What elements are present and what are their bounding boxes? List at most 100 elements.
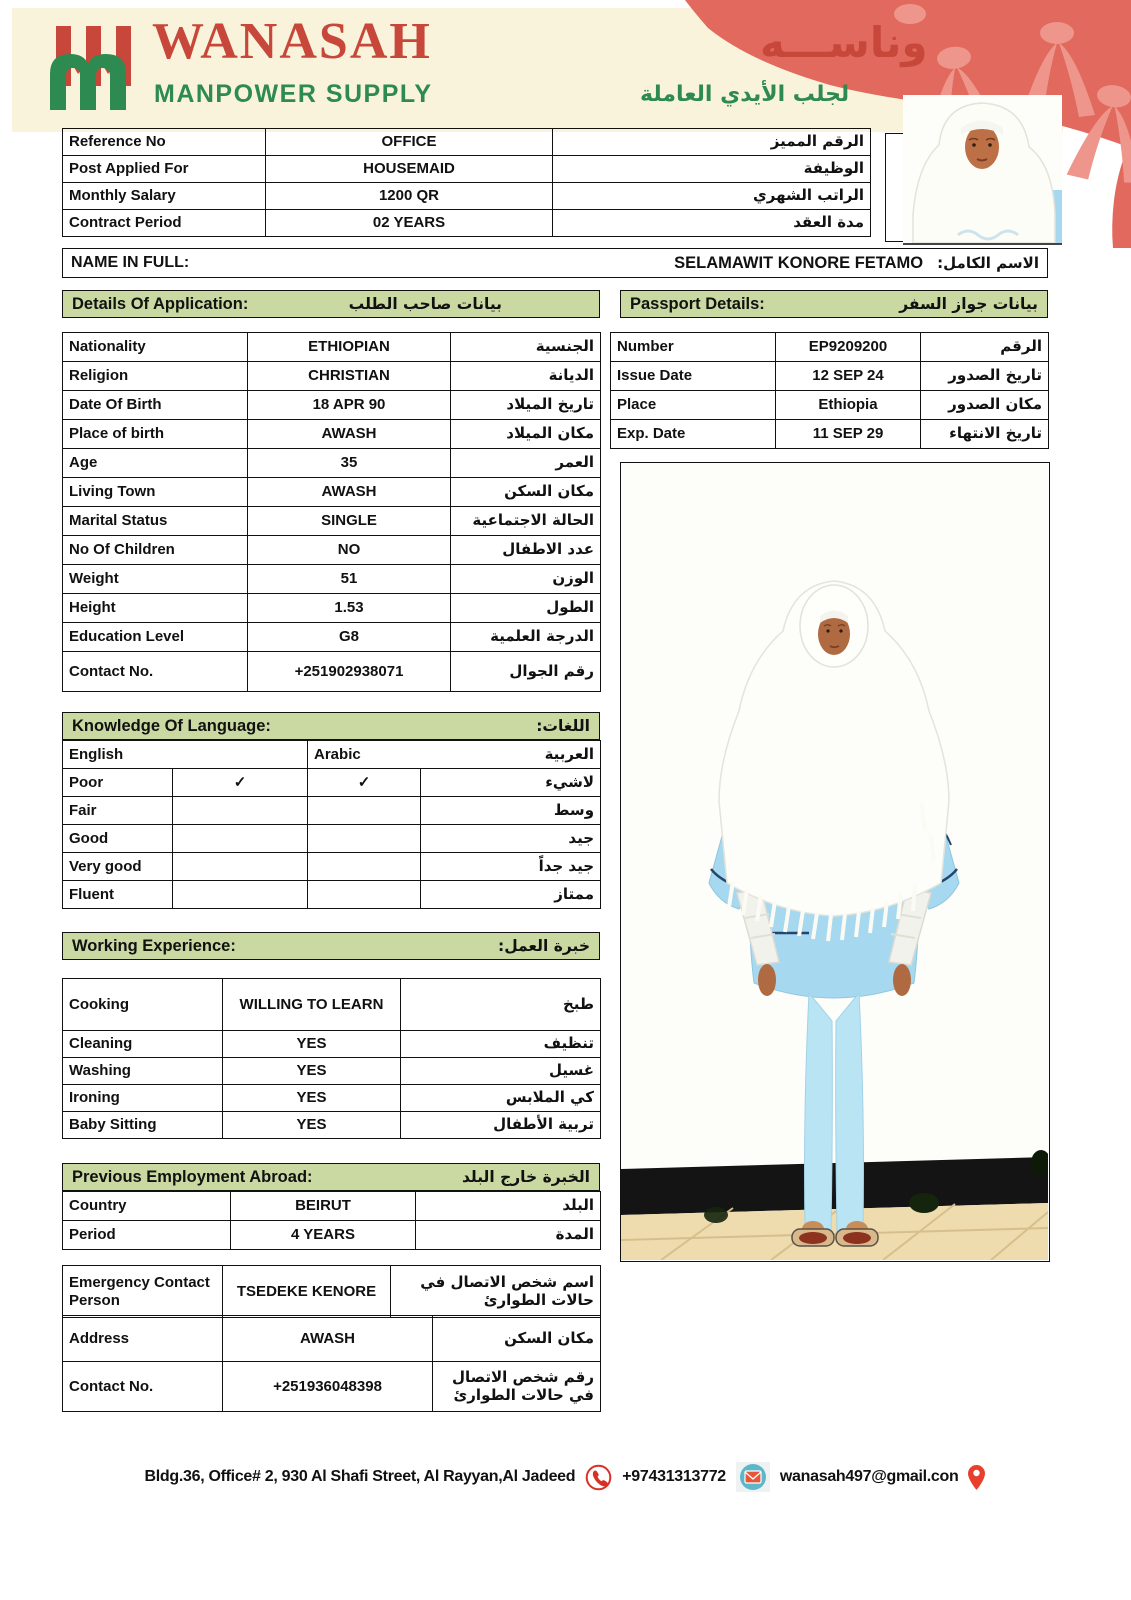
field-label: Issue Date: [610, 361, 776, 391]
field-label-arabic: عدد الاطفال: [450, 535, 601, 565]
arabic-checkmark: [307, 852, 422, 881]
field-value: CHRISTIAN: [247, 361, 451, 391]
field-label-arabic: الرقم: [920, 332, 1049, 362]
field-label-arabic: مكان الصدور: [920, 390, 1049, 420]
skill-label-arabic: غسيل: [400, 1057, 601, 1085]
field-value: 51: [247, 564, 451, 594]
field-label-arabic: الراتب الشهري: [552, 182, 871, 210]
section-title: Working Experience:: [72, 936, 236, 955]
field-label-arabic: العمر: [450, 448, 601, 478]
field-label-arabic: الوظيفة: [552, 155, 871, 183]
field-label: Contact No.: [62, 1361, 223, 1413]
level-label: Very good: [62, 852, 173, 881]
field-value: TSEDEKE KENORE: [222, 1265, 391, 1318]
passport-details-table: Number EP9209200 الرقم Issue Date 12 SEP 24…: [610, 332, 1049, 449]
name-in-full-row: NAME IN FULL: SELAMAWIT KONORE FETAMO ال…: [62, 248, 1048, 278]
passport-section-header: Passport Details: بيانات جواز السفر: [620, 290, 1048, 318]
emergency-contact-table: Emergency Contact Person TSEDEKE KENORE اس…: [62, 1265, 601, 1318]
email-icon: [735, 1462, 770, 1492]
wanasah-logo-icon: [50, 26, 131, 110]
field-label: Place of birth: [62, 419, 248, 449]
brand-name: WANASAH: [152, 13, 432, 70]
field-value: NO: [247, 535, 451, 565]
field-label-arabic: الديانة: [450, 361, 601, 391]
field-label: Nationality: [62, 332, 248, 362]
field-label: Monthly Salary: [62, 182, 266, 210]
field-label-arabic: تاريخ الصدور: [920, 361, 1049, 391]
field-value: 02 YEARS: [265, 209, 553, 237]
language-table: English Arabic العربية Poor ✓ ✓ لاشيء Fa…: [61, 740, 602, 909]
field-value: 1200 QR: [265, 182, 553, 210]
field-label-arabic: تاريخ الانتهاء: [920, 419, 1049, 449]
field-value: HOUSEMAID: [265, 155, 553, 183]
section-title-arabic: خبرة العمل:: [498, 937, 590, 955]
level-label-arabic: ممتاز: [420, 880, 602, 909]
level-label: Poor: [62, 768, 173, 797]
field-label: Exp. Date: [610, 419, 776, 449]
field-value: 12 SEP 24: [775, 361, 921, 391]
field-label-arabic: مكان الميلاد: [450, 419, 601, 449]
table-row: Good جيد: [62, 824, 602, 853]
field-label-arabic: تاريخ الميلاد: [450, 390, 601, 420]
location-pin-icon: [968, 1464, 986, 1490]
field-value: 18 APR 90: [247, 390, 451, 420]
english-checkmark: [171, 824, 309, 853]
skill-value: YES: [222, 1057, 401, 1085]
section-title-arabic: بيانات صاحب الطلب: [348, 295, 502, 313]
field-value: +251902938071: [247, 651, 451, 692]
skill-label-arabic: تنظيف: [400, 1030, 601, 1058]
field-value: ETHIOPIAN: [247, 332, 451, 362]
field-label-arabic: الوزن: [450, 564, 601, 594]
field-value: EP9209200: [775, 332, 921, 362]
field-label: Height: [62, 593, 248, 623]
previous-employment-section-header: Previous Employment Abroad: الخبرة خارج …: [62, 1163, 600, 1191]
field-label: Emergency Contact Person: [62, 1265, 223, 1318]
field-label-arabic: المدة: [415, 1220, 601, 1250]
field-label: Living Town: [62, 477, 248, 507]
field-label: Marital Status: [62, 506, 248, 536]
english-checkmark: [171, 880, 309, 909]
skill-label: Ironing: [62, 1084, 223, 1112]
column-header-arabic: Arabic العربية: [307, 740, 602, 769]
level-label: Fair: [62, 796, 173, 825]
field-label-arabic: الجنسية: [450, 332, 601, 362]
level-label-arabic: لاشيء: [420, 768, 602, 797]
skill-label: Cleaning: [62, 1030, 223, 1058]
field-label: Religion: [62, 361, 248, 391]
field-label-arabic: اسم شخص الاتصال في حالات الطوارئ: [390, 1265, 601, 1318]
arabic-checkmark: [307, 796, 422, 825]
full-name-value: SELAMAWIT KONORE FETAMO: [674, 253, 924, 272]
footer-contact-bar: Bldg.36, Office# 2, 930 Al Shafi Street,…: [100, 1462, 1030, 1492]
level-label-arabic: جيد جداً: [420, 852, 602, 881]
field-label: Period: [62, 1220, 231, 1250]
field-value: AWASH: [247, 477, 451, 507]
table-row: Poor ✓ ✓ لاشيء: [62, 768, 602, 797]
skill-label-arabic: طبخ: [400, 978, 601, 1031]
field-value: SINGLE: [247, 506, 451, 536]
table-row: Reference No OFFICE الرقم المميز: [62, 128, 871, 156]
level-label-arabic: جيد: [420, 824, 602, 853]
applicant-full-photo: [620, 462, 1051, 1262]
skill-value: YES: [222, 1111, 401, 1139]
experience-table: Cooking WILLING TO LEARN طبخ Cleaning YES تن…: [62, 978, 601, 1139]
skill-value: YES: [222, 1084, 401, 1112]
section-title: Previous Employment Abroad:: [72, 1167, 313, 1186]
table-row: Fluent ممتاز: [62, 880, 602, 909]
field-label: Place: [610, 390, 776, 420]
field-value: BEIRUT: [230, 1191, 416, 1221]
field-value: Ethiopia: [775, 390, 921, 420]
field-label-arabic: رقم شخص الاتصال في حالات الطوارئ: [432, 1361, 601, 1413]
field-value: G8: [247, 622, 451, 652]
name-label: NAME IN FULL:: [71, 254, 190, 271]
section-title: Details Of Application:: [72, 294, 249, 313]
field-label: Weight: [62, 564, 248, 594]
field-label: Contact No.: [62, 651, 248, 692]
applicant-id-photo: [903, 95, 1062, 245]
field-value: AWASH: [222, 1315, 433, 1363]
english-checkmark: [171, 852, 309, 881]
field-label-arabic: الرقم المميز: [552, 128, 871, 156]
field-label: Country: [62, 1191, 231, 1221]
table-row: Very good جيد جداً: [62, 852, 602, 881]
field-label-arabic: الطول: [450, 593, 601, 623]
